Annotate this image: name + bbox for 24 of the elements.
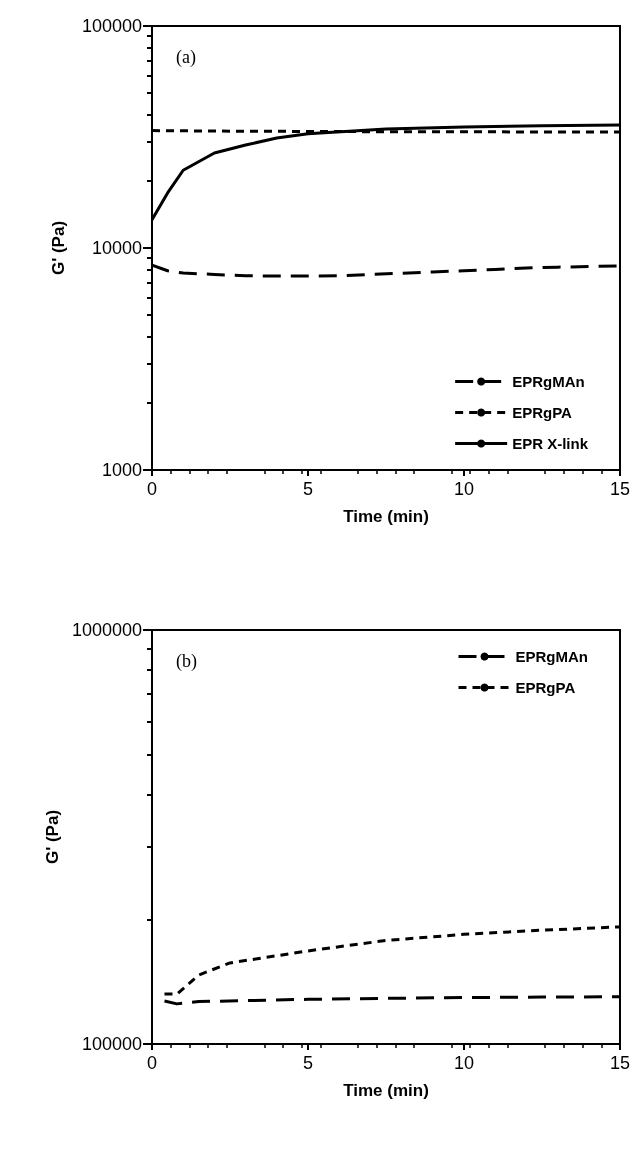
x-tick-label: 0 [146, 1053, 158, 1073]
x-tick-label: 5 [302, 1053, 313, 1073]
x-tick-label: 0 [146, 479, 158, 499]
legend-label: EPRgPA [515, 679, 576, 696]
y-tick-label: 1000 [101, 460, 142, 480]
legend-label: EPR X-link [512, 435, 589, 452]
y-tick-label: 10000 [91, 238, 142, 258]
legend-label: EPRgMAn [515, 648, 588, 665]
x-tick-label: 10 [453, 479, 475, 499]
x-axis-title: Time (min) [343, 507, 429, 526]
x-tick-label: 5 [302, 479, 313, 499]
x-tick-label: 15 [609, 479, 630, 499]
x-tick-label: 15 [609, 1053, 630, 1073]
y-tick-label: 100000 [81, 16, 142, 36]
y-tick-label: 1000000 [71, 620, 142, 640]
y-axis-title: G' (Pa) [43, 809, 63, 865]
annotation: (b) [176, 651, 197, 672]
legend-label: EPRgMAn [512, 373, 585, 390]
x-axis-title: Time (min) [343, 1081, 429, 1100]
y-axis-title: G' (Pa) [49, 220, 68, 276]
x-tick-label: 10 [453, 1053, 475, 1073]
y-tick-label: 100000 [81, 1034, 142, 1054]
annotation: (a) [176, 47, 196, 68]
legend-label: EPRgPA [512, 404, 573, 421]
